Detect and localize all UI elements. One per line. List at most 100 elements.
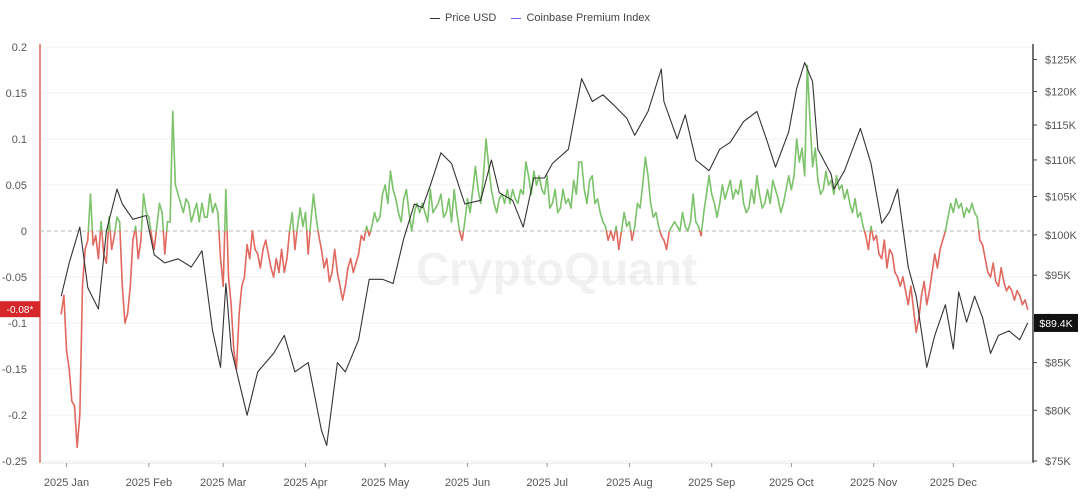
right-tick-label-1: $120K [1045, 87, 1077, 99]
premium-segment-90-0 [300, 208, 303, 226]
premium-segment-277-0 [797, 139, 800, 162]
premium-segment-104-0 [337, 272, 340, 286]
premium-segment-172-0 [518, 190, 521, 204]
premium-segment-42-0 [173, 111, 176, 185]
premium-segment-114-0 [364, 231, 366, 240]
legend-label-premium: Coinbase Premium Index [526, 12, 650, 24]
premium-segment-69-0 [244, 245, 247, 277]
premium-segment-202-0 [598, 199, 601, 213]
premium-segment-299-0 [855, 199, 858, 217]
premium-segment-222-0 [651, 203, 654, 217]
premium-segment-284-0 [815, 148, 818, 180]
premium-segment-97-0 [319, 236, 322, 250]
watermark: CryptoQuant [416, 243, 697, 295]
premium-segment-10-0 [88, 231, 89, 240]
premium-segment-215-0 [632, 231, 634, 240]
premium-segment-287-0 [823, 171, 826, 189]
premium-segment-351-0 [993, 263, 996, 281]
premium-segment-138-0 [428, 190, 431, 222]
left-badge-label: -0.08* [7, 305, 34, 316]
premium-segment-6-0 [77, 415, 80, 447]
premium-segment-282-0 [810, 121, 813, 167]
premium-segment-321-0 [914, 309, 917, 332]
premium-segment-68-0 [242, 277, 245, 286]
premium-segment-345-1 [979, 231, 980, 240]
left-tick-label-4: 0 [21, 226, 27, 238]
premium-segment-327-0 [929, 272, 932, 290]
x-tick-label-11: 2025 Dec [930, 477, 978, 489]
premium-segment-3-0 [69, 369, 72, 401]
premium-segment-267-0 [770, 180, 773, 203]
premium-segment-162-0 [491, 190, 494, 204]
left-tick-label-7: -0.15 [2, 364, 27, 376]
premium-segment-9-0 [85, 240, 88, 249]
right-tick-label-8: $85K [1045, 358, 1071, 370]
premium-segment-355-0 [1004, 282, 1007, 291]
legend-item-premium[interactable]: Coinbase Premium Index [511, 12, 650, 24]
premium-segment-305-1 [872, 231, 874, 240]
left-tick-label-0: 0.2 [12, 42, 27, 54]
premium-segment-216-0 [635, 203, 638, 226]
premium-segment-93-0 [308, 231, 310, 254]
legend: Price USD Coinbase Premium Index [0, 10, 1080, 24]
premium-segment-250-0 [725, 190, 728, 199]
left-tick-label-6: -0.1 [8, 318, 27, 330]
premium-segment-343-0 [972, 203, 975, 212]
premium-segment-252-0 [730, 180, 733, 198]
premium-segment-128-0 [401, 199, 404, 222]
x-tick-label-9: 2025 Oct [769, 477, 814, 489]
premium-segment-11-0 [90, 194, 92, 231]
premium-segment-151-0 [462, 231, 463, 240]
premium-segment-152-0 [465, 199, 468, 222]
premium-segment-26-0 [130, 240, 133, 286]
premium-segment-93-1 [310, 222, 311, 231]
premium-segment-15-0 [101, 222, 102, 231]
premium-segment-301-0 [860, 213, 863, 227]
x-tick-label-6: 2025 Jul [526, 477, 568, 489]
premium-segment-310-0 [884, 240, 887, 268]
premium-segment-20-1 [115, 217, 117, 231]
premium-segment-164-0 [497, 199, 500, 213]
premium-segment-49-0 [191, 213, 194, 222]
premium-segment-64-0 [231, 305, 234, 351]
premium-segment-62-1 [227, 231, 228, 277]
premium-segment-120-0 [380, 194, 383, 217]
premium-segment-94-0 [311, 194, 314, 222]
premium-segment-143-0 [441, 194, 444, 217]
premium-segment-189-0 [563, 190, 566, 204]
premium-segment-218-0 [640, 185, 643, 208]
x-tick-label-4: 2025 May [361, 477, 410, 489]
premium-segment-53-0 [202, 203, 205, 217]
premium-segment-126-0 [396, 199, 399, 213]
premium-segment-212-0 [624, 213, 627, 227]
premium-segment-124-0 [390, 171, 393, 189]
right-tick-label-0: $125K [1045, 54, 1077, 66]
premium-segment-103-0 [335, 249, 338, 272]
premium-segment-288-0 [826, 171, 829, 185]
right-tick-label-4: $105K [1045, 192, 1077, 204]
premium-segment-25-0 [128, 286, 131, 314]
premium-segment-170-0 [513, 190, 516, 199]
x-tick-label-1: 2025 Feb [126, 477, 172, 489]
premium-segment-87-0 [292, 213, 293, 231]
premium-segment-112-0 [359, 236, 362, 254]
premium-segment-186-0 [555, 190, 558, 213]
premium-segment-354-0 [1001, 268, 1004, 282]
right-tick-label-9: $80K [1045, 405, 1071, 417]
premium-segment-211-0 [621, 213, 624, 231]
premium-segment-339-0 [961, 203, 964, 217]
premium-segment-272-0 [783, 190, 786, 204]
premium-segment-7-0 [80, 286, 83, 415]
premium-segment-285-0 [818, 180, 821, 194]
premium-segment-38-0 [162, 213, 163, 231]
premium-segment-154-0 [470, 190, 473, 213]
premium-segment-271-0 [781, 203, 784, 212]
premium-segment-98-0 [321, 249, 324, 267]
premium-segment-58-0 [215, 203, 218, 212]
premium-segment-334-0 [948, 203, 951, 217]
premium-segment-317-0 [903, 277, 906, 291]
premium-segment-304-0 [868, 231, 870, 249]
premium-segment-132-0 [412, 213, 415, 231]
legend-item-price[interactable]: Price USD [430, 12, 496, 24]
